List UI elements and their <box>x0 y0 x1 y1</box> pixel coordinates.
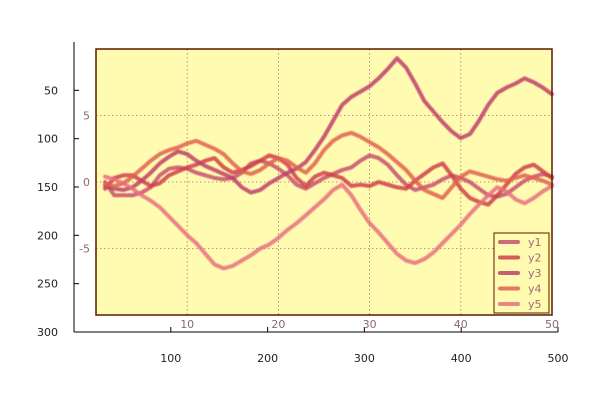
series-group <box>103 56 554 271</box>
outer-y-tick-label: 100 <box>37 133 58 146</box>
outer-x-tick-label: 200 <box>257 352 278 365</box>
inner-x-tick-label: 40 <box>454 318 468 331</box>
legend-label-y3: y3 <box>528 267 542 280</box>
legend-label-y4: y4 <box>528 283 542 296</box>
series-line-y5 <box>103 174 554 271</box>
outer-y-tick-label: 50 <box>44 84 58 97</box>
inner-plot-frame <box>95 48 553 316</box>
series-line-y2 <box>103 153 554 207</box>
inner-x-tick-label: 30 <box>363 318 377 331</box>
outer-y-tick-label: 250 <box>37 278 58 291</box>
inner-x-tick-label: 10 <box>180 318 194 331</box>
legend-label-y2: y2 <box>528 252 542 265</box>
outer-x-tick-label: 300 <box>354 352 375 365</box>
inner-x-tick-label: 20 <box>271 318 285 331</box>
legend-label-y5: y5 <box>528 298 542 311</box>
series-line-y4 <box>103 130 554 200</box>
legend: y1 y2 y3 y4 y5 <box>493 232 550 314</box>
legend-entries: y1 y2 y3 y4 y5 <box>498 236 542 311</box>
outer-y-tick-label: 200 <box>37 229 58 242</box>
outer-y-tick-label: 150 <box>37 181 58 194</box>
inner-y-tick-label: 0 <box>83 176 90 189</box>
legend-label-y1: y1 <box>528 236 542 249</box>
inner-y-tick-label: 5 <box>83 110 90 123</box>
outer-x-tick-label: 400 <box>451 352 472 365</box>
series-line-y3 <box>103 56 554 195</box>
inner-y-tick-label: -5 <box>79 243 90 256</box>
outer-x-tick-label: 100 <box>160 352 181 365</box>
outer-x-tick-label: 500 <box>548 352 569 365</box>
outer-y-tick-label: 300 <box>37 326 58 339</box>
inner-x-tick-label: 50 <box>545 318 559 331</box>
